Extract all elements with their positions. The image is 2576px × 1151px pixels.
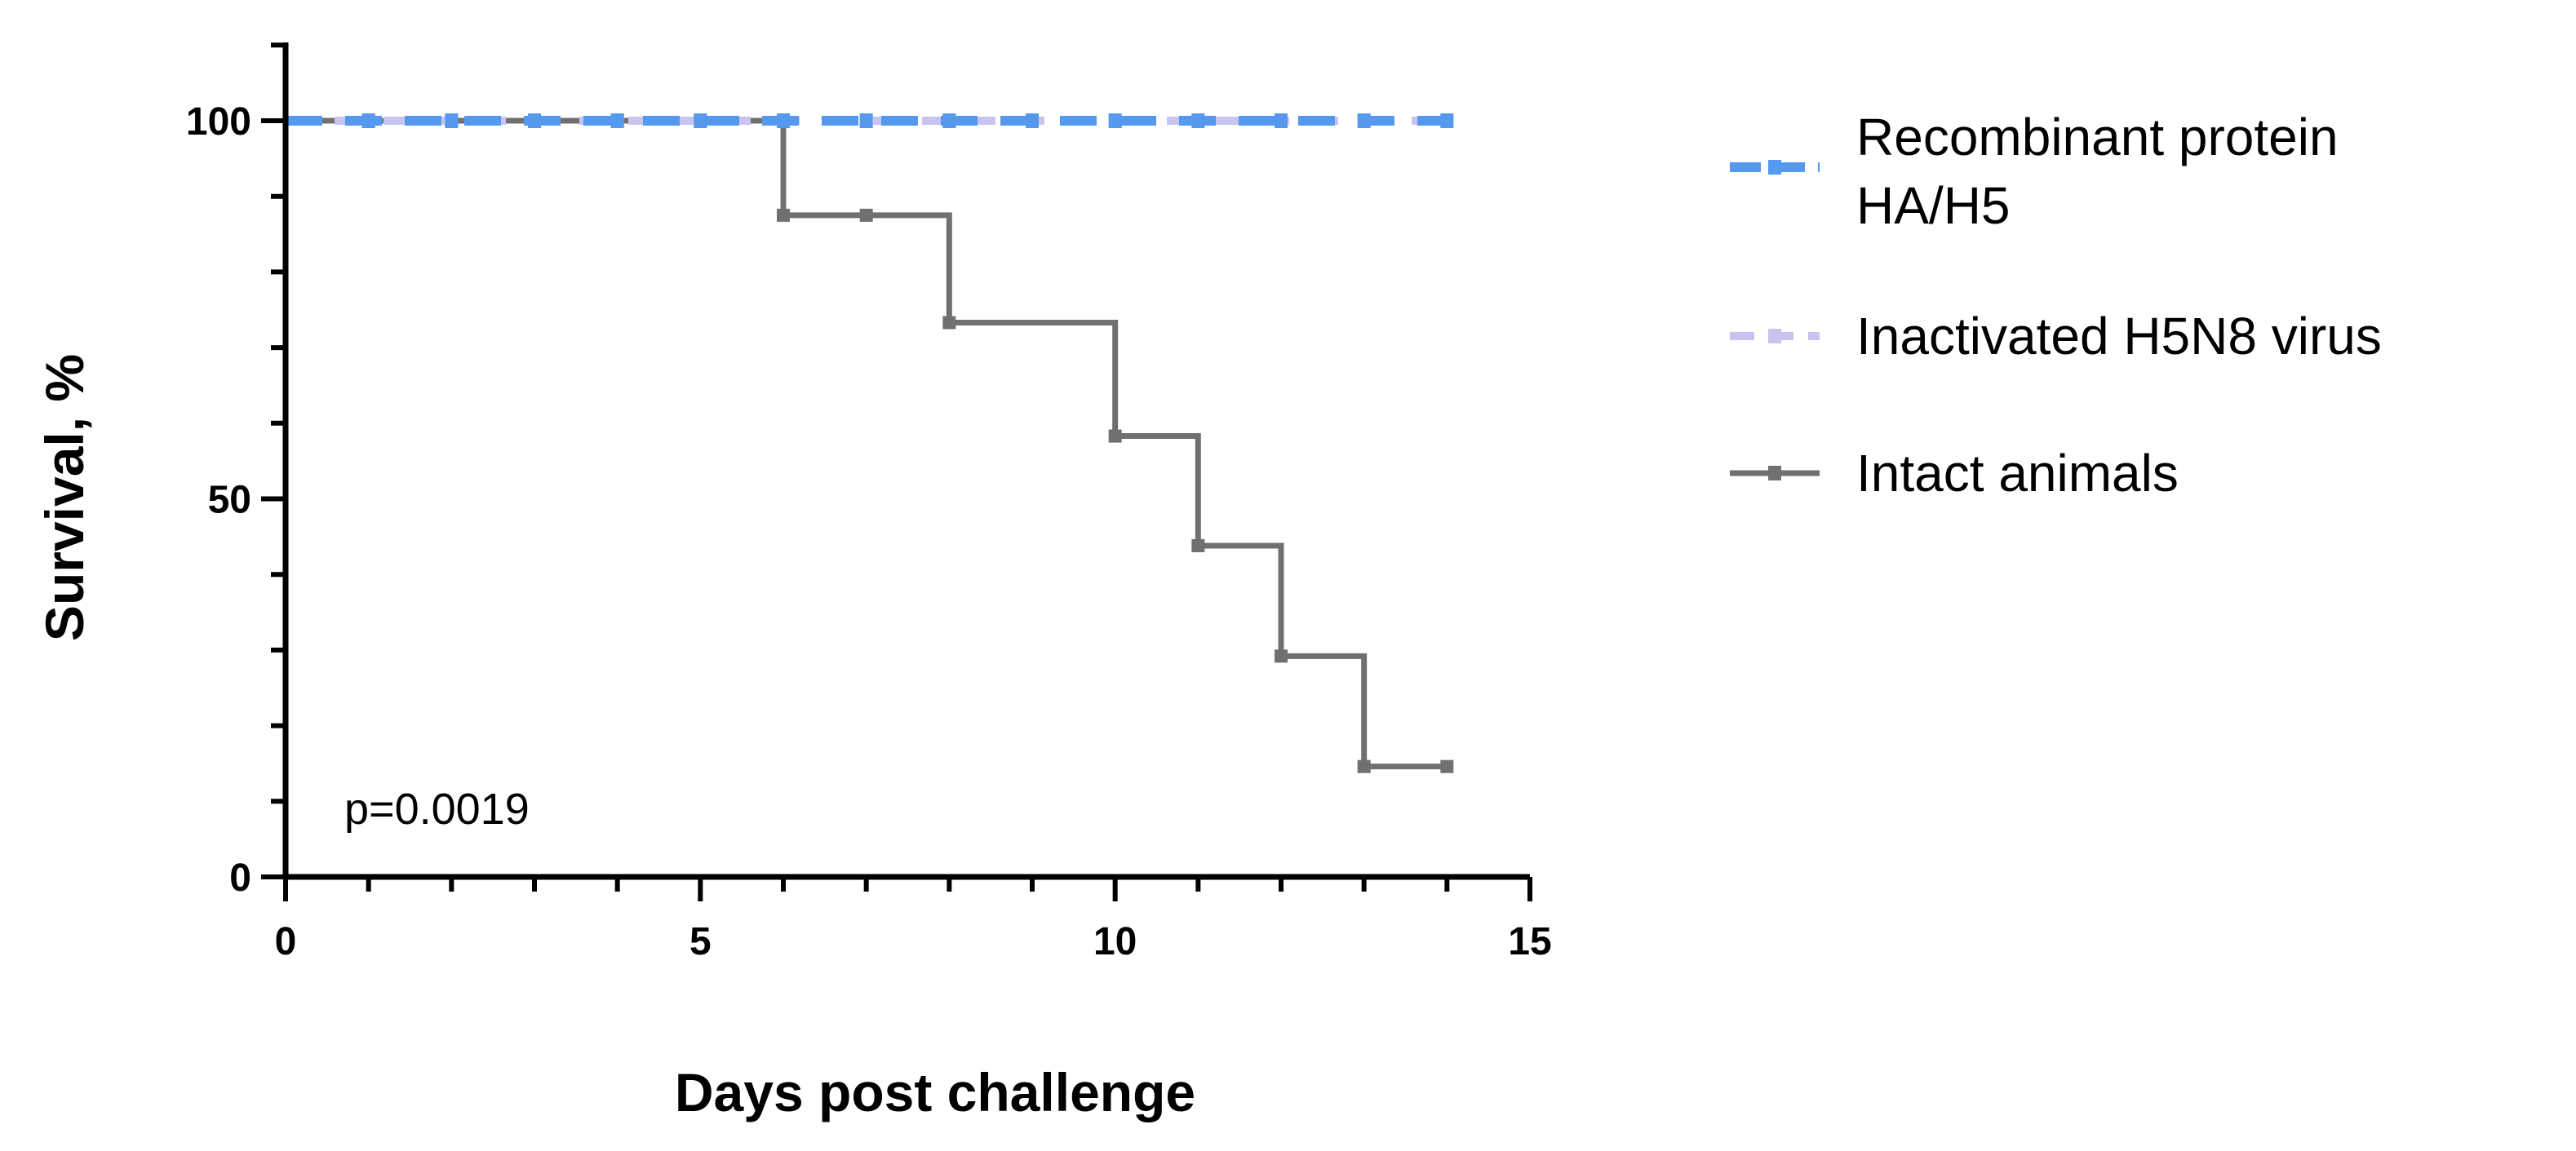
censor-marker xyxy=(1191,538,1205,552)
plot-area xyxy=(286,113,1454,773)
x-tick-label: 5 xyxy=(689,920,712,963)
series-marker-recombinant xyxy=(445,113,459,128)
series-marker-recombinant xyxy=(1357,113,1371,128)
x-axis-title: Days post challenge xyxy=(675,1062,1195,1122)
series-marker-recombinant xyxy=(694,113,707,128)
legend: Recombinant protein HA/H5 Inactivated H5N8… xyxy=(1730,108,2382,502)
censor-marker xyxy=(1357,759,1371,773)
p-value-annotation: p=0.0019 xyxy=(344,785,530,834)
censor-marker xyxy=(777,208,790,222)
series-marker-recombinant xyxy=(859,113,873,128)
legend-item-inactivated: Inactivated H5N8 virus xyxy=(1730,307,2382,365)
series-marker-recombinant xyxy=(1026,113,1039,128)
legend-swatch-marker xyxy=(1768,329,1781,343)
series-marker-recombinant xyxy=(1108,113,1122,128)
y-tick-label: 100 xyxy=(186,100,251,144)
legend-item-recombinant: Recombinant protein HA/H5 xyxy=(1730,108,2339,235)
legend-item-intact: Intact animals xyxy=(1730,444,2179,502)
y-tick-label: 0 xyxy=(229,857,251,900)
x-tick-label: 0 xyxy=(275,920,297,963)
censor-marker xyxy=(1108,429,1122,443)
axes: 0 5 10 15 0 50 100 xyxy=(186,42,1552,963)
legend-label: Inactivated H5N8 virus xyxy=(1856,307,2382,365)
series-marker-recombinant xyxy=(942,113,956,128)
series-marker-recombinant xyxy=(1191,113,1205,128)
x-tick-label: 10 xyxy=(1093,920,1137,963)
censor-marker xyxy=(859,208,873,222)
series-marker-recombinant xyxy=(361,113,375,128)
series-marker-recombinant xyxy=(777,113,790,128)
y-tick-label: 50 xyxy=(208,479,251,522)
censor-marker xyxy=(942,316,956,330)
x-tick-label: 15 xyxy=(1508,920,1551,963)
series-marker-recombinant xyxy=(528,113,541,128)
y-axis-title: Survival, % xyxy=(34,354,95,641)
legend-label: Recombinant protein xyxy=(1856,108,2339,166)
censor-marker xyxy=(1440,759,1454,773)
legend-swatch-marker xyxy=(1768,466,1781,480)
legend-label: HA/H5 xyxy=(1856,176,2011,235)
series-marker-recombinant xyxy=(1440,113,1454,128)
legend-swatch-marker xyxy=(1768,160,1781,175)
series-line-intact xyxy=(286,117,1448,770)
series-marker-recombinant xyxy=(610,113,624,128)
censor-marker xyxy=(1275,649,1288,663)
legend-label: Intact animals xyxy=(1856,444,2179,502)
series-marker-recombinant xyxy=(1275,113,1288,128)
